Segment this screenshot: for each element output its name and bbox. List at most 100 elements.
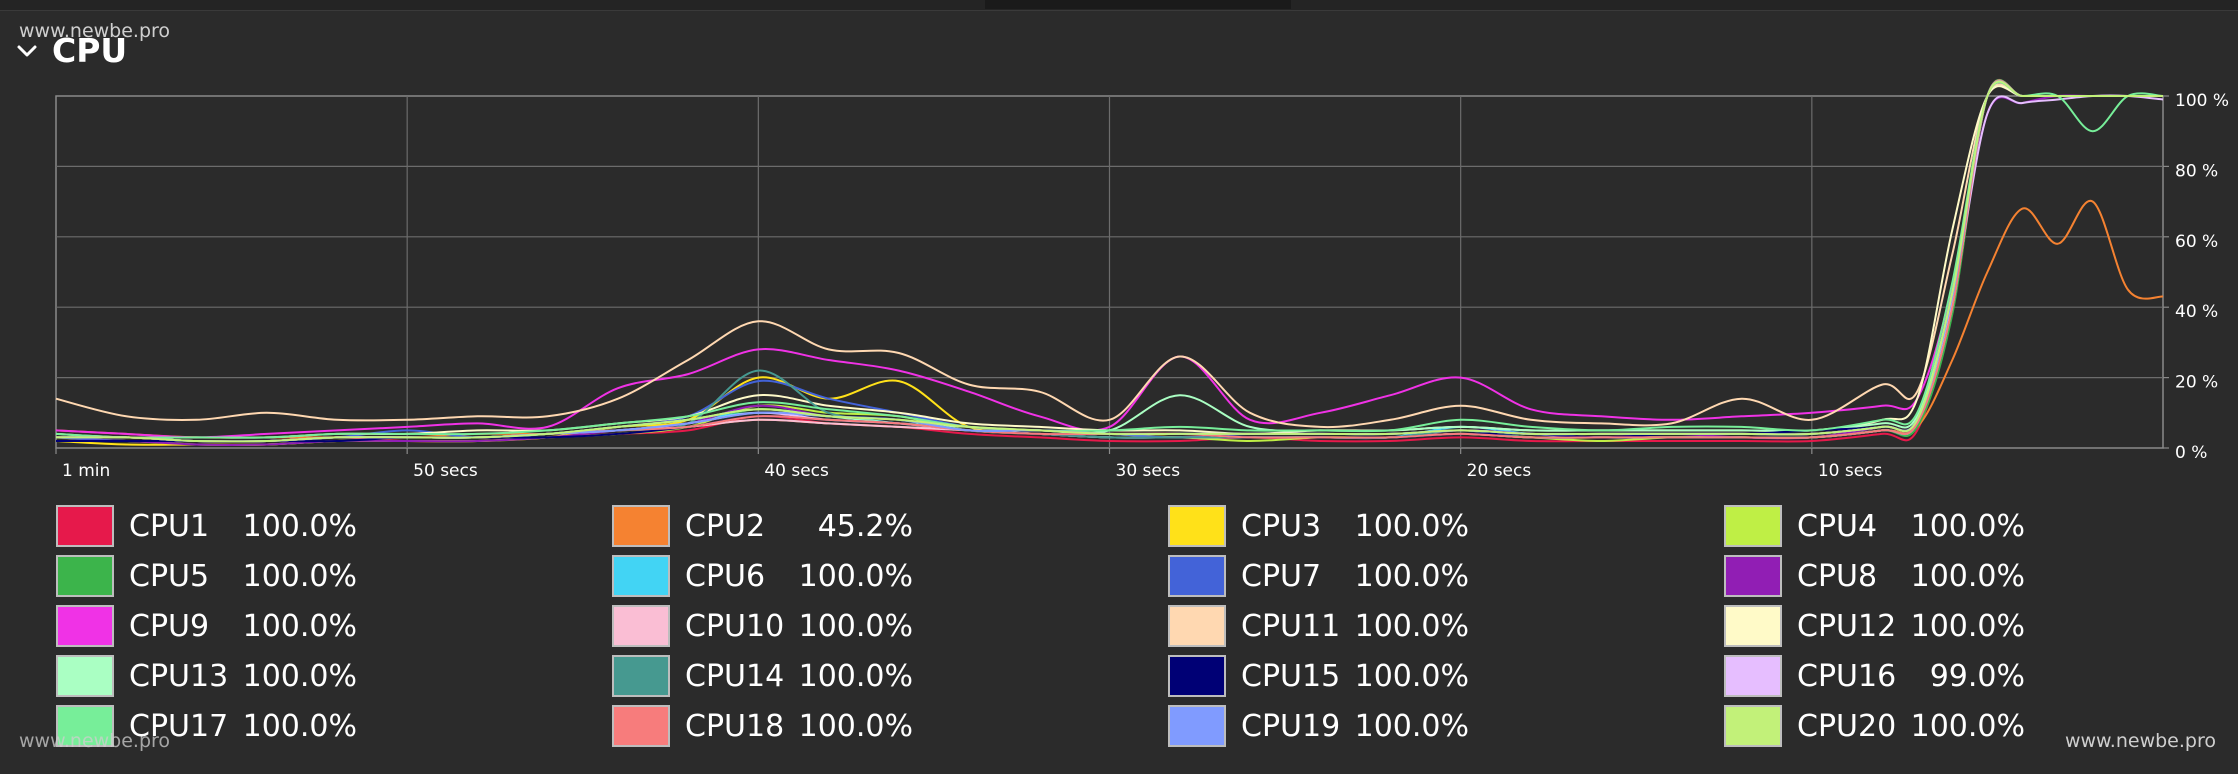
y-tick-label: 60 % <box>2175 232 2218 252</box>
x-tick-label: 50 secs <box>413 461 478 481</box>
cpu-name: CPU12 <box>1797 608 1897 644</box>
cpu-name: CPU1 <box>129 508 210 544</box>
cpu-name: CPU5 <box>129 558 210 594</box>
legend-item-cpu11: CPU11 100.0% <box>1168 603 1469 649</box>
color-swatch[interactable] <box>56 655 114 697</box>
cpu-name: CPU10 <box>685 608 785 644</box>
y-tick-label: 40 % <box>2175 302 2218 322</box>
x-tick-label: 1 min <box>62 461 110 481</box>
cpu-usage-value: 100.0% <box>798 608 913 644</box>
cpu-name: CPU19 <box>1241 708 1341 744</box>
cpu-usage-value: 100.0% <box>798 658 913 694</box>
cpu-usage-value: 100.0% <box>242 658 357 694</box>
cpu-usage-value: 100.0% <box>1910 608 2025 644</box>
cpu-usage-value: 100.0% <box>798 708 913 744</box>
cpu-name: CPU9 <box>129 608 210 644</box>
cpu-name: CPU15 <box>1241 658 1341 694</box>
cpu-name: CPU4 <box>1797 508 1878 544</box>
series-line-cpu20 <box>55 80 2163 443</box>
legend-item-cpu1: CPU1 100.0% <box>56 503 357 549</box>
cpu-name: CPU17 <box>129 708 229 744</box>
top-tab-handle[interactable] <box>985 0 1291 9</box>
cpu-usage-value: 45.2% <box>817 508 913 544</box>
legend-item-cpu4: CPU4 100.0% <box>1724 503 2025 549</box>
cpu-usage-value: 100.0% <box>1354 558 1469 594</box>
x-tick-label: 20 secs <box>1467 461 1532 481</box>
cpu-usage-value: 100.0% <box>1910 558 2025 594</box>
cpu-usage-value: 99.0% <box>1929 658 2025 694</box>
watermark-bottom-left: www.newbe.pro <box>19 730 171 752</box>
color-swatch[interactable] <box>1724 505 1782 547</box>
watermark-top-left: www.newbe.pro <box>19 20 171 42</box>
chevron-down-icon[interactable] <box>14 38 40 64</box>
cpu-name: CPU8 <box>1797 558 1878 594</box>
watermark-bottom-right: www.newbe.pro <box>2064 730 2216 752</box>
legend-item-cpu13: CPU13 100.0% <box>56 653 357 699</box>
x-tick-label: 30 secs <box>1116 461 1181 481</box>
cpu-usage-value: 100.0% <box>1354 708 1469 744</box>
color-swatch[interactable] <box>1168 655 1226 697</box>
legend-item-cpu2: CPU2 45.2% <box>612 503 913 549</box>
cpu-name: CPU20 <box>1797 708 1897 744</box>
y-tick-label: 20 % <box>2175 373 2218 393</box>
color-swatch[interactable] <box>56 505 114 547</box>
legend-item-cpu15: CPU15 100.0% <box>1168 653 1469 699</box>
cpu-usage-value: 100.0% <box>242 708 357 744</box>
cpu-usage-value: 100.0% <box>242 608 357 644</box>
legend-item-cpu9: CPU9 100.0% <box>56 603 357 649</box>
series-line-cpu17 <box>55 81 2164 439</box>
legend-item-cpu6: CPU6 100.0% <box>612 553 913 599</box>
color-swatch[interactable] <box>1168 555 1226 597</box>
color-swatch[interactable] <box>612 555 670 597</box>
cpu-usage-value: 100.0% <box>798 558 913 594</box>
cpu-name: CPU2 <box>685 508 766 544</box>
cpu-usage-value: 100.0% <box>1910 508 2025 544</box>
legend-item-cpu3: CPU3 100.0% <box>1168 503 1469 549</box>
cpu-history-chart: 1 min 50 secs 40 secs 30 secs 20 secs 10 secs… <box>55 78 2229 481</box>
x-tick-label: 10 secs <box>1818 461 1883 481</box>
cpu-usage-value: 100.0% <box>242 508 357 544</box>
cpu-name: CPU14 <box>685 658 785 694</box>
legend-item-cpu5: CPU5 100.0% <box>56 553 357 599</box>
color-swatch[interactable] <box>56 705 114 747</box>
y-tick-label: 100 % <box>2175 91 2229 111</box>
cpu-name: CPU3 <box>1241 508 1322 544</box>
color-swatch[interactable] <box>612 655 670 697</box>
color-swatch[interactable] <box>1168 605 1226 647</box>
legend-item-cpu20: CPU20 100.0% <box>1724 703 2025 749</box>
color-swatch[interactable] <box>56 605 114 647</box>
color-swatch[interactable] <box>56 555 114 597</box>
color-swatch[interactable] <box>1724 555 1782 597</box>
cpu-name: CPU6 <box>685 558 766 594</box>
cpu-name: CPU11 <box>1241 608 1341 644</box>
cpu-name: CPU13 <box>129 658 229 694</box>
cpu-usage-value: 100.0% <box>1910 708 2025 744</box>
series-line-cpu11 <box>55 83 2163 429</box>
color-swatch[interactable] <box>612 505 670 547</box>
color-swatch[interactable] <box>1168 705 1226 747</box>
legend-item-cpu18: CPU18 100.0% <box>612 703 913 749</box>
y-tick-label: 0 % <box>2175 443 2207 463</box>
cpu-usage-value: 100.0% <box>1354 508 1469 544</box>
cpu-section-header[interactable]: CPU <box>14 34 127 67</box>
legend-item-cpu19: CPU19 100.0% <box>1168 703 1469 749</box>
legend-item-cpu14: CPU14 100.0% <box>612 653 913 699</box>
cpu-usage-value: 100.0% <box>242 558 357 594</box>
section-title: CPU <box>52 31 128 70</box>
legend-item-cpu8: CPU8 100.0% <box>1724 553 2025 599</box>
color-swatch[interactable] <box>612 705 670 747</box>
cpu-name: CPU16 <box>1797 658 1897 694</box>
legend-item-cpu17: CPU17 100.0% <box>56 703 357 749</box>
x-tick-label: 40 secs <box>764 461 829 481</box>
color-swatch[interactable] <box>1724 705 1782 747</box>
color-swatch[interactable] <box>612 605 670 647</box>
legend-item-cpu7: CPU7 100.0% <box>1168 553 1469 599</box>
legend-item-cpu12: CPU12 100.0% <box>1724 603 2025 649</box>
color-swatch[interactable] <box>1724 605 1782 647</box>
cpu-usage-value: 100.0% <box>1354 608 1469 644</box>
cpu-usage-value: 100.0% <box>1354 658 1469 694</box>
color-swatch[interactable] <box>1168 505 1226 547</box>
legend-item-cpu16: CPU16 99.0% <box>1724 653 2025 699</box>
color-swatch[interactable] <box>1724 655 1782 697</box>
cpu-name: CPU18 <box>685 708 785 744</box>
